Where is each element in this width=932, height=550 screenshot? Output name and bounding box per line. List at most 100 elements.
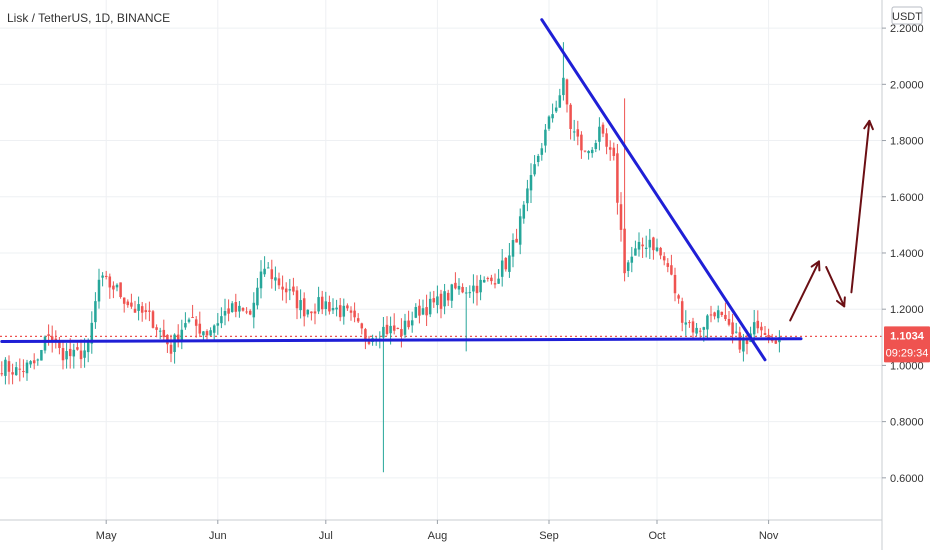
candle-body (47, 334, 50, 337)
candle-body (666, 263, 670, 267)
time-tick-label: May (96, 530, 117, 542)
projection-arrows (789, 119, 874, 322)
candle-body (108, 276, 112, 288)
candle-body (61, 348, 65, 361)
currency-badge-label: USDT (892, 11, 922, 23)
candle-body (97, 279, 101, 302)
candle-body (626, 262, 630, 271)
candle-body (328, 301, 331, 312)
candle-body (248, 310, 252, 315)
candle-body (324, 301, 328, 310)
candle-body (648, 239, 652, 248)
candle-body (734, 331, 738, 333)
price-tick-label: 1.6000 (890, 192, 924, 204)
candle-body (191, 317, 194, 319)
time-tick-label: Jul (319, 530, 333, 542)
candle-body (414, 307, 418, 318)
candle-body (155, 327, 158, 330)
candle-body (144, 310, 148, 313)
candle-body (126, 301, 130, 306)
candle-body (382, 326, 385, 338)
candle-body (583, 150, 587, 152)
candle-body (209, 330, 212, 336)
candle-body (115, 284, 119, 288)
candle-body (256, 287, 259, 306)
candle-body (644, 247, 648, 249)
time-tick-label: Nov (759, 530, 779, 542)
candle-body (101, 275, 104, 278)
candle-body (187, 319, 191, 322)
candle-body (169, 344, 173, 354)
candle-body (526, 188, 529, 204)
candle-body (403, 320, 407, 335)
candle-body (590, 149, 594, 154)
candle-body (760, 326, 763, 331)
candle-body (698, 330, 702, 332)
price-tick-label: 2.0000 (890, 79, 924, 91)
projection-arrow[interactable] (850, 119, 874, 294)
trendline-resistance[interactable] (540, 18, 767, 362)
candle-body (677, 295, 680, 299)
candle-body (518, 216, 522, 245)
candle-body (482, 279, 486, 283)
symbol-title[interactable]: Lisk / TetherUS, 1D, BINANCE (7, 11, 170, 25)
candle-body (763, 333, 767, 336)
candle-body (468, 292, 472, 294)
trendline-support[interactable] (0, 337, 803, 344)
candle-body (32, 360, 36, 364)
candle-body (547, 116, 551, 129)
candle-body (641, 244, 644, 247)
candle-body (396, 327, 400, 329)
time-axis-labels: May Jun Jul Aug Sep Oct Nov (96, 520, 779, 542)
projection-arrow[interactable] (789, 260, 821, 322)
candlestick-series (0, 42, 781, 473)
candle-body (194, 319, 198, 326)
candle-body (173, 334, 176, 353)
candle-body (439, 293, 443, 309)
candle-body (29, 361, 32, 365)
candle-body (68, 348, 72, 357)
candle-body (637, 241, 641, 250)
price-tick-label: 0.6000 (890, 473, 924, 485)
price-tick-label: 1.4000 (890, 248, 924, 260)
candle-body (432, 298, 436, 303)
candle-body (767, 334, 770, 339)
candle-body (576, 129, 580, 137)
price-tick-label: 2.2000 (890, 23, 924, 35)
candle-body (706, 315, 709, 330)
candle-body (720, 311, 724, 315)
candle-body (454, 282, 457, 289)
candle-body (428, 298, 432, 315)
candle-body (184, 323, 187, 328)
candle-body (274, 277, 277, 281)
time-tick-label: Oct (648, 530, 665, 542)
candle-body (295, 290, 299, 309)
price-tick-label: 0.8000 (890, 417, 924, 429)
candle-body (158, 330, 162, 332)
candle-body (238, 305, 241, 312)
candle-body (562, 77, 565, 96)
candle-body (601, 124, 605, 134)
currency-badge[interactable]: USDT (891, 6, 923, 25)
candle-body (554, 107, 558, 112)
candle-body (673, 274, 677, 294)
candle-body (500, 260, 504, 277)
candle-body (36, 359, 40, 361)
candle-body (479, 279, 482, 293)
candle-body (634, 248, 637, 256)
candle-body (385, 324, 389, 334)
candle-body (50, 336, 54, 341)
candle-body (338, 305, 342, 318)
candle-body (335, 307, 338, 310)
candle-body (277, 278, 281, 286)
candle-body (58, 342, 61, 349)
candle-body (605, 133, 608, 147)
candle-body (533, 164, 536, 175)
candle-body (716, 310, 720, 319)
projection-arrow[interactable] (825, 266, 846, 308)
candle-body (65, 351, 68, 360)
candle-body (652, 237, 655, 251)
candle-body (713, 312, 716, 317)
candle-body (94, 301, 97, 323)
